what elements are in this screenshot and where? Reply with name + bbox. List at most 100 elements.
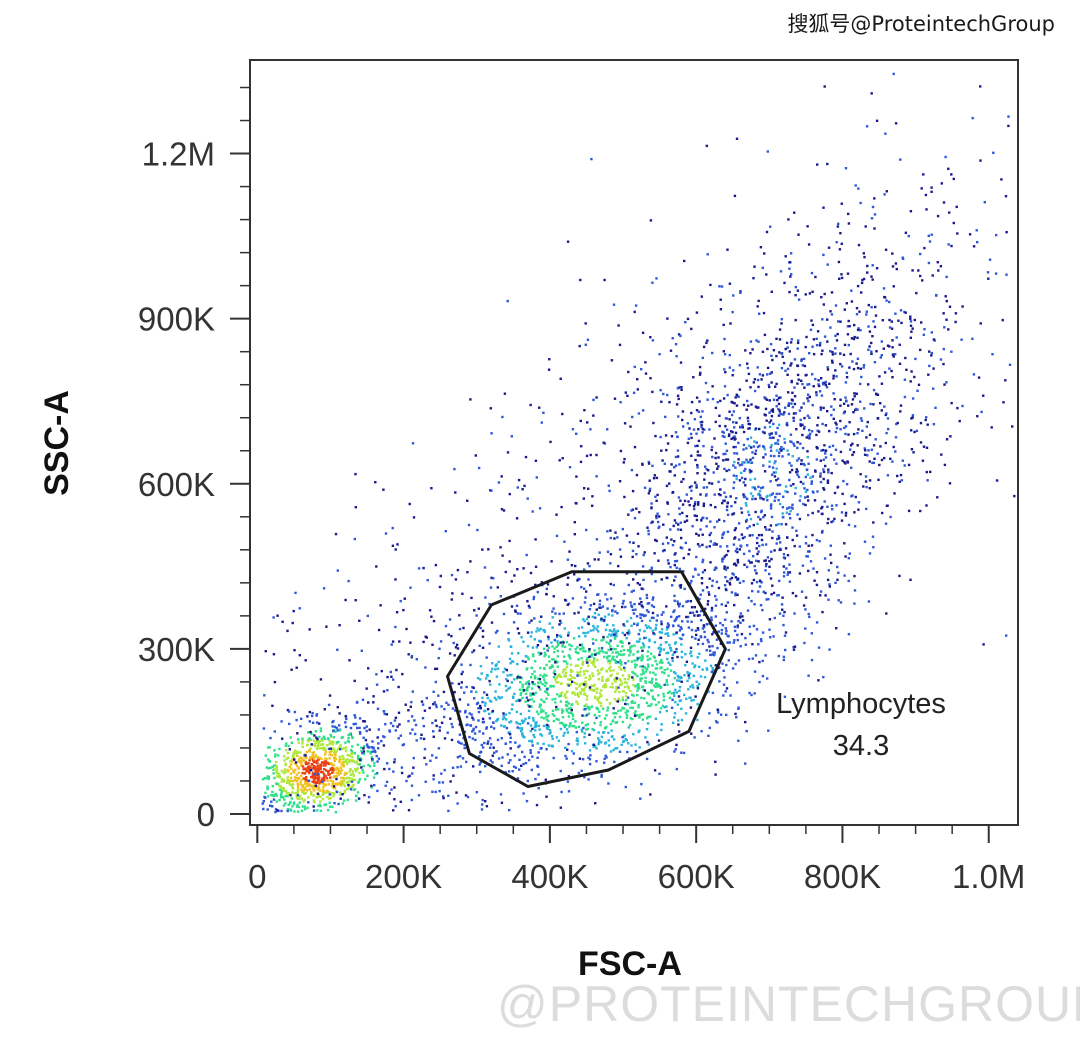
event-dot (537, 773, 540, 776)
event-dot (530, 740, 534, 744)
event-dot (671, 683, 675, 686)
event-dot (777, 414, 781, 417)
event-dot (771, 492, 774, 495)
event-dot (670, 463, 673, 466)
event-dot (711, 385, 714, 388)
event-dot (652, 421, 655, 425)
event-dot (299, 751, 302, 754)
event-dot (883, 295, 886, 299)
event-dot (754, 569, 757, 572)
event-dot (796, 347, 799, 350)
event-dot (578, 643, 582, 647)
event-dot (630, 468, 634, 472)
event-dot (289, 759, 292, 763)
event-dot (697, 534, 700, 537)
event-dot (380, 669, 383, 673)
event-dot (578, 635, 581, 638)
event-dot (784, 490, 787, 493)
event-dot (309, 730, 312, 734)
event-dot (522, 792, 525, 795)
event-dot (840, 511, 844, 514)
event-dot (481, 746, 485, 749)
event-dot (742, 430, 746, 434)
event-dot (548, 660, 551, 663)
event-dot (659, 389, 662, 392)
event-dot (519, 612, 522, 615)
event-dot (824, 456, 828, 459)
event-dot (324, 803, 328, 806)
event-dot (863, 407, 866, 410)
event-dot (758, 427, 761, 431)
event-dot (517, 652, 520, 655)
event-dot (621, 645, 624, 648)
event-dot (622, 653, 626, 656)
event-dot (705, 667, 708, 670)
event-dot (542, 724, 546, 728)
event-dot (732, 512, 736, 515)
event-dot (806, 550, 810, 553)
event-dot (700, 295, 703, 298)
event-dot (842, 411, 846, 415)
event-dot (291, 757, 294, 761)
event-dot (598, 671, 601, 675)
event-dot (543, 667, 546, 671)
event-dot (658, 650, 662, 654)
event-dot (802, 427, 806, 430)
event-dot (303, 782, 307, 785)
event-dot (779, 448, 782, 451)
event-dot (347, 784, 350, 787)
event-dot (749, 352, 752, 355)
event-dot (617, 698, 620, 701)
event-dot (561, 457, 564, 460)
event-dot (826, 505, 829, 508)
event-dot (588, 659, 591, 662)
event-dot (627, 677, 630, 681)
event-dot (724, 495, 728, 499)
event-dot (590, 705, 594, 708)
event-dot (571, 676, 574, 679)
event-dot (775, 394, 778, 397)
event-dot (311, 754, 314, 758)
event-dot (630, 605, 634, 608)
event-dot (465, 715, 469, 719)
event-dot (568, 648, 572, 651)
event-dot (660, 628, 664, 631)
event-dot (874, 305, 877, 309)
event-dot (879, 402, 882, 405)
event-dot (836, 332, 839, 336)
event-dot (600, 735, 604, 739)
event-dot (267, 758, 270, 761)
event-dot (768, 465, 771, 468)
event-dot (936, 261, 939, 264)
event-dot (945, 275, 948, 279)
event-dot (659, 643, 662, 647)
event-dot (263, 694, 266, 697)
event-dot (690, 411, 693, 415)
event-dot (1001, 318, 1004, 322)
event-dot (883, 456, 886, 460)
event-dot (817, 679, 820, 682)
event-dot (614, 531, 617, 534)
event-dot (734, 594, 737, 597)
event-dot (880, 354, 883, 357)
event-dot (284, 744, 287, 747)
event-dot (673, 716, 676, 719)
event-dot (868, 460, 871, 463)
event-dot (559, 806, 562, 809)
event-dot (506, 451, 510, 454)
event-dot (382, 744, 386, 747)
event-dot (856, 444, 859, 447)
event-dot (885, 412, 888, 415)
event-dot (593, 626, 596, 630)
event-dot (647, 704, 650, 707)
event-dot (297, 797, 301, 801)
event-dot (835, 423, 838, 426)
event-dot (677, 496, 681, 499)
event-dot (508, 733, 512, 736)
event-dot (770, 381, 773, 384)
event-dot (534, 722, 537, 725)
event-dot (611, 630, 614, 633)
event-dot (313, 776, 316, 779)
event-dot (594, 696, 597, 700)
event-dot (731, 667, 735, 670)
